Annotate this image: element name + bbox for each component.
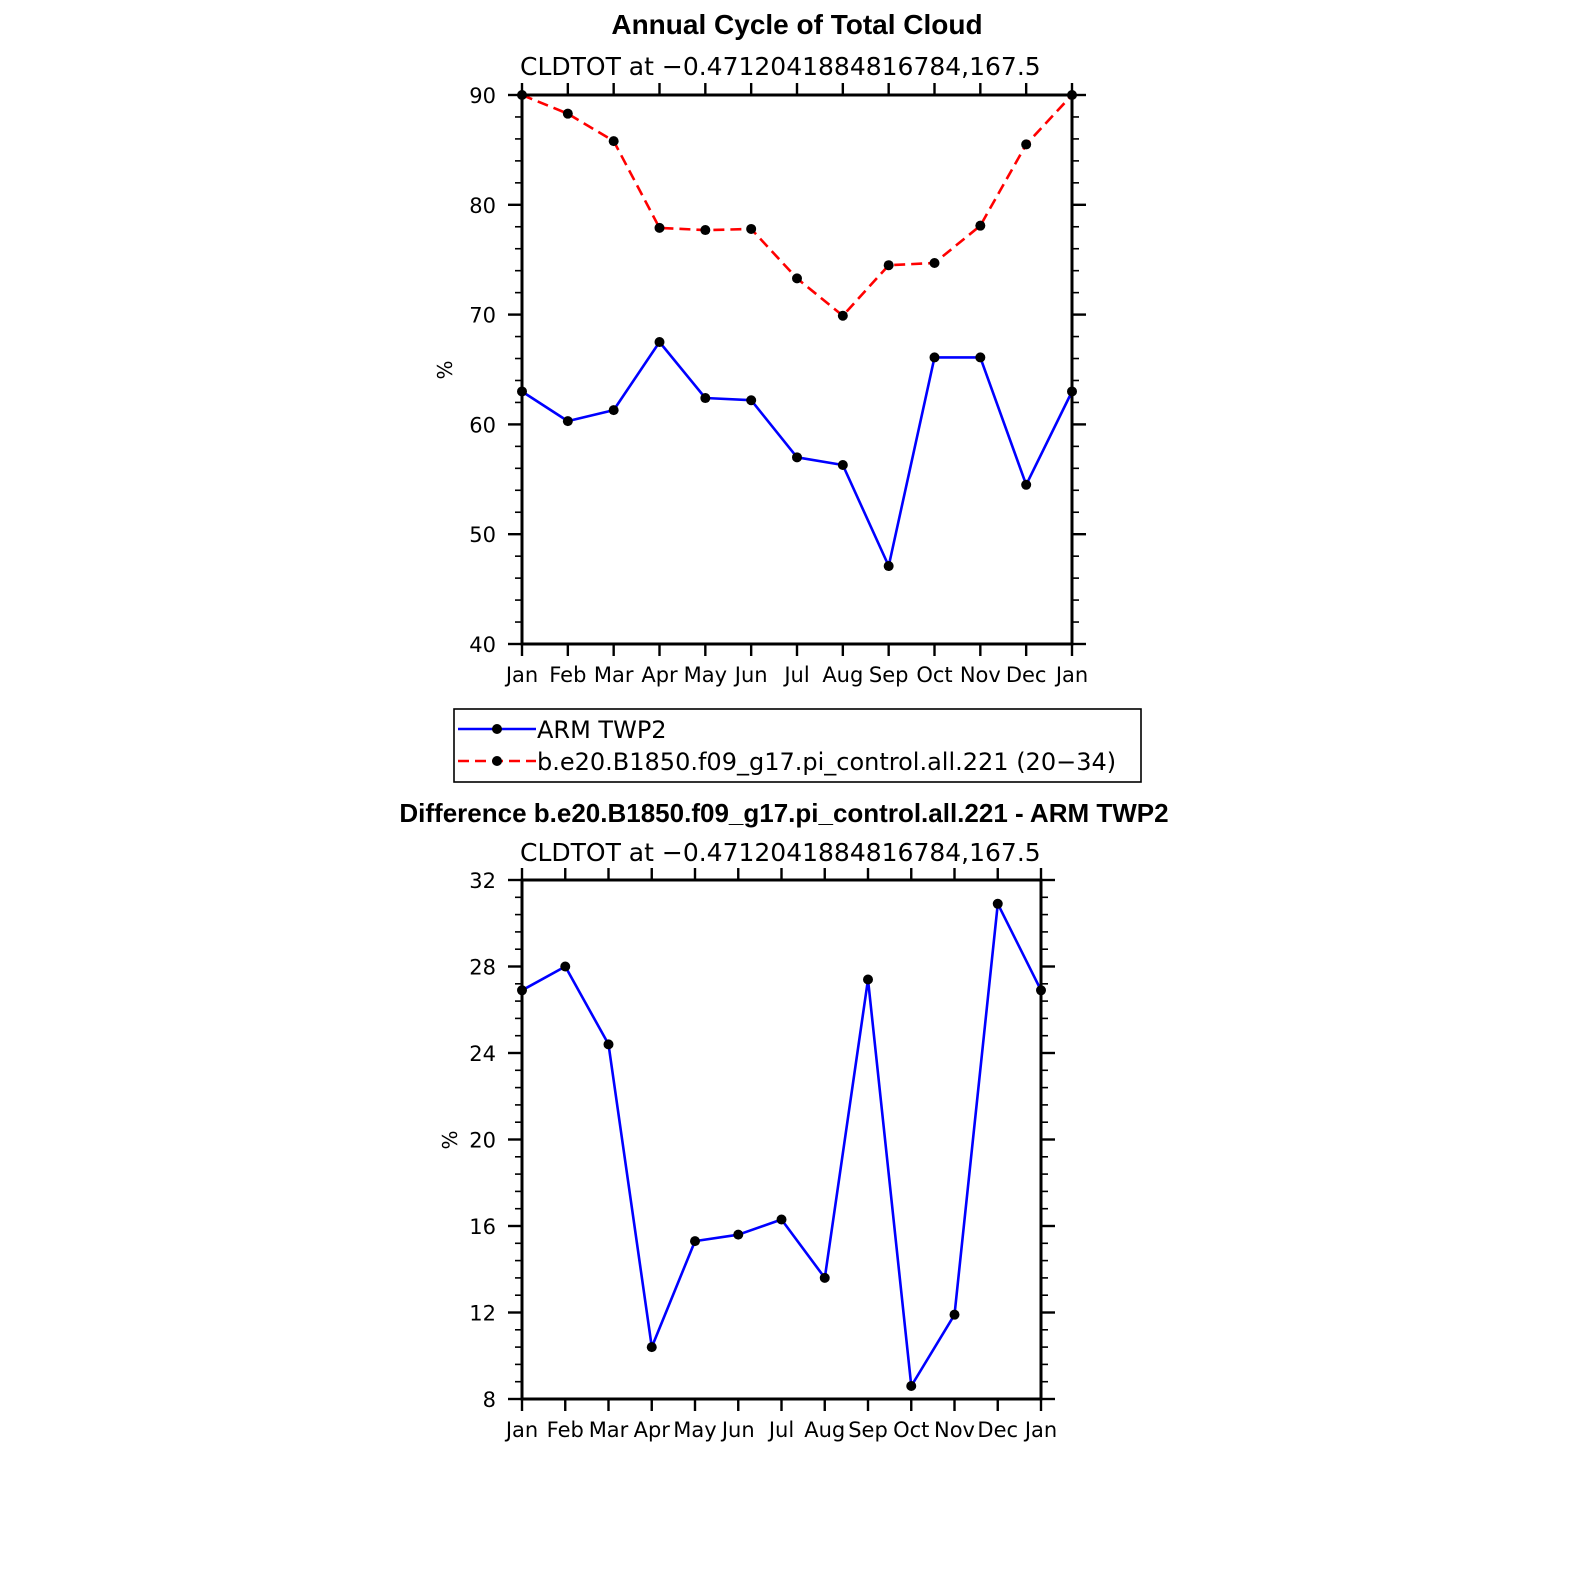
chart2-series-0-point — [603, 1039, 614, 1050]
chart2-x-tick-label: Aug — [804, 1418, 845, 1442]
chart2-y-tick-label: 24 — [469, 1042, 496, 1066]
chart1-x-tick-label: Aug — [822, 663, 863, 687]
chart2-y-tick-labels: 8 12 16 20 24 28 32 — [469, 869, 496, 1412]
chart2-y-tick-label: 20 — [469, 1129, 496, 1153]
chart1-series-1-point — [562, 108, 573, 119]
legend-marker-arm-twp2 — [492, 724, 502, 734]
chart1-series-0-point — [792, 452, 802, 463]
legend-entry-arm-twp2: ARM TWP2 — [458, 716, 667, 744]
chart2-x-tick-label: Jun — [720, 1418, 755, 1442]
chart1-series-0-point — [975, 352, 986, 363]
chart2-y-tick-label: 8 — [483, 1388, 496, 1412]
chart2-x-tick-label: Oct — [893, 1418, 929, 1442]
chart2-y-tick-label: 12 — [469, 1302, 496, 1326]
chart2-x-tick-label: Jan — [1023, 1418, 1057, 1442]
chart1-series-1-point — [837, 310, 848, 321]
chart1-series-1-point — [608, 136, 619, 147]
chart2-x-tick-label: Jan — [504, 1418, 538, 1442]
chart1-x-tick-label: Sep — [869, 663, 909, 687]
chart1-x-tick-label: Jan — [504, 663, 538, 687]
chart2-series-0-point — [906, 1381, 917, 1392]
chart1-y-tick-label: 80 — [469, 194, 496, 218]
chart1-series — [517, 90, 1077, 572]
chart1-x-tick-label: May — [684, 663, 727, 687]
chart1-series-0-point — [700, 393, 711, 404]
legend-label-arm-twp2: ARM TWP2 — [537, 716, 667, 744]
chart2-series-0-point — [646, 1342, 657, 1353]
chart2-title: Difference b.e20.B1850.f09_g17.pi_contro… — [399, 798, 1168, 828]
chart2-x-tick-label: Nov — [934, 1418, 975, 1442]
chart2-series-0-point — [992, 898, 1003, 909]
chart1-title: Annual Cycle of Total Cloud — [611, 9, 982, 40]
chart2-y-tick-label: 28 — [469, 956, 496, 980]
chart1-series-0-point — [562, 416, 573, 427]
chart2-series-0-point — [819, 1272, 830, 1283]
chart1-subtitle: CLDTOT at −0.4712041884816784,167.5 — [520, 52, 1041, 81]
chart-difference: Difference b.e20.B1850.f09_g17.pi_contro… — [399, 798, 1168, 1442]
chart2-y-tick-label: 16 — [469, 1215, 496, 1239]
chart2-x-tick-label: Mar — [589, 1418, 629, 1442]
chart2-series-0-point — [690, 1236, 700, 1247]
chart1-x-tick-label: Mar — [594, 663, 634, 687]
chart2-subtitle: CLDTOT at −0.4712041884816784,167.5 — [520, 838, 1041, 867]
legend-marker-model — [492, 756, 502, 766]
chart1-series-1-point — [883, 260, 894, 271]
chart1-series-0-point — [654, 337, 665, 348]
chart1-x-tick-label: Jun — [733, 663, 768, 687]
chart2-x-tick-labels: Jan Feb Mar Apr May Jun Jul Aug Sep Oct Nov Dec Jan — [504, 1418, 1057, 1442]
legend-box — [453, 708, 1142, 783]
chart2-x-tick-label: Feb — [547, 1418, 584, 1442]
chart1-series-1-point — [975, 220, 986, 231]
chart1-series-1-point — [654, 222, 665, 233]
chart1-series-0-point — [608, 405, 619, 416]
chart1-y-tick-label: 60 — [469, 413, 496, 437]
chart1-series-0-point — [746, 395, 757, 406]
chart2-series — [517, 898, 1046, 1392]
chart1-series-0-point — [1021, 479, 1032, 490]
chart1-series-1-point — [792, 273, 802, 284]
chart1-x-tick-label: Dec — [1006, 663, 1047, 687]
chart2-ylabel: % — [438, 1130, 462, 1149]
chart1-y-tick-label: 70 — [469, 304, 496, 328]
chart2-x-tick-label: May — [673, 1418, 716, 1442]
chart1-x-tick-label: Feb — [549, 663, 586, 687]
chart1-x-tick-label: Jan — [1054, 663, 1088, 687]
chart1-ylabel: % — [433, 360, 457, 379]
chart2-plot-frame — [520, 878, 1043, 1401]
chart2-series-0-point — [949, 1309, 960, 1320]
chart2-series-0-point — [560, 961, 571, 972]
chart2-x-tick-label: Apr — [634, 1418, 671, 1442]
chart1-series-1-point — [929, 257, 940, 268]
chart1-x-tick-label: Oct — [916, 663, 952, 687]
chart1-series-0-point — [837, 460, 848, 471]
chart2-series-0-point — [776, 1214, 787, 1225]
chart1-ticks — [508, 83, 1086, 656]
chart1-y-tick-labels: 40 50 60 70 80 90 — [469, 84, 496, 657]
chart1-series-1-point — [1021, 139, 1032, 150]
chart1-x-tick-label: Apr — [641, 663, 678, 687]
chart1-series-0-point — [883, 561, 894, 572]
chart1-x-tick-labels: Jan Feb Mar Apr May Jun Jul Aug Sep Oct Nov Dec Jan — [504, 663, 1088, 687]
chart1-y-tick-label: 50 — [469, 523, 496, 547]
chart1-series-1-point — [700, 225, 711, 236]
chart2-series-0-point — [733, 1229, 744, 1240]
legend-label-model: b.e20.B1850.f09_g17.pi_control.all.221 (… — [537, 748, 1116, 776]
chart2-series-0-point — [863, 974, 873, 985]
chart2-x-tick-label: Dec — [977, 1418, 1018, 1442]
legend-entry-model: b.e20.B1850.f09_g17.pi_control.all.221 (… — [458, 748, 1116, 776]
chart1-y-tick-label: 90 — [469, 84, 496, 108]
legend: ARM TWP2 b.e20.B1850.f09_g17.pi_control.… — [453, 708, 1142, 783]
chart1-plot-frame — [520, 93, 1074, 646]
chart1-series-1-point — [746, 223, 757, 234]
chart1-x-tick-label: Jul — [782, 663, 809, 687]
chart1-series-0-point — [929, 352, 940, 363]
chart1-y-tick-label: 40 — [469, 633, 496, 657]
chart-annual-cycle: Annual Cycle of Total Cloud CLDTOT at −0… — [433, 9, 1088, 687]
chart2-y-tick-label: 32 — [469, 869, 496, 893]
chart2-x-tick-label: Sep — [848, 1418, 888, 1442]
chart2-series-line-0 — [521, 902, 1043, 1388]
chart2-x-tick-label: Jul — [767, 1418, 794, 1442]
chart1-x-tick-label: Nov — [960, 663, 1001, 687]
